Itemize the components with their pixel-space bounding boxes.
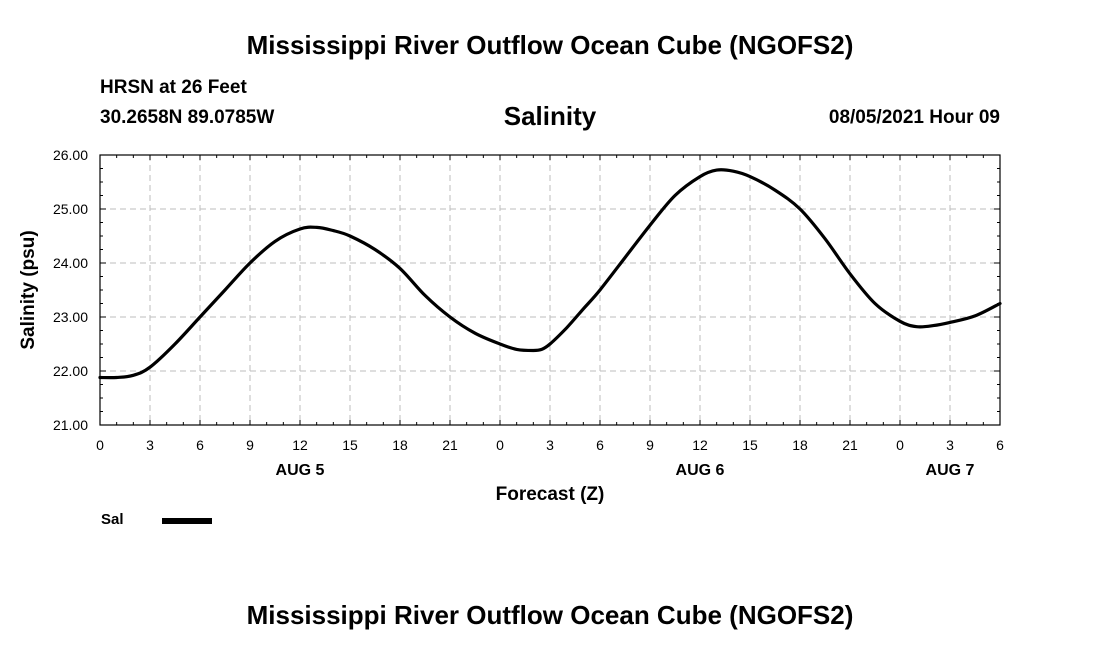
x-tick-label: 0: [496, 437, 504, 453]
y-tick-label: 21.00: [53, 417, 88, 433]
day-label: AUG 7: [926, 462, 975, 479]
x-axis-label: Forecast (Z): [496, 484, 605, 505]
y-axis-label: Salinity (psu): [18, 230, 39, 349]
station-coords: 30.2658N 89.0785W: [100, 107, 275, 128]
x-tick-label: 3: [146, 437, 154, 453]
chart-title: Mississippi River Outflow Ocean Cube (NG…: [246, 30, 854, 60]
x-tick-label: 0: [896, 437, 904, 453]
x-tick-label: 9: [646, 437, 654, 453]
x-tick-label: 12: [692, 437, 708, 453]
x-tick-label: 3: [546, 437, 554, 453]
day-label: AUG 5: [276, 462, 325, 479]
x-tick-label: 12: [292, 437, 308, 453]
plot-frame: [99, 154, 1001, 426]
x-tick-label: 15: [342, 437, 358, 453]
footer-title: Mississippi River Outflow Ocean Cube (NG…: [246, 600, 854, 630]
y-tick-label: 25.00: [53, 201, 88, 217]
y-tick-label: 24.00: [53, 255, 88, 271]
legend-label: Sal: [101, 511, 124, 528]
x-tick-label: 0: [96, 437, 104, 453]
x-tick-label: 21: [842, 437, 858, 453]
x-tick-label: 9: [246, 437, 254, 453]
y-tick-label: 23.00: [53, 309, 88, 325]
y-tick-label: 22.00: [53, 363, 88, 379]
x-tick-label: 21: [442, 437, 458, 453]
station-label: HRSN at 26 Feet: [100, 77, 247, 98]
legend-swatch: [162, 518, 212, 524]
x-tick-label: 18: [392, 437, 408, 453]
x-tick-label: 3: [946, 437, 954, 453]
chart-subtitle: Salinity: [503, 101, 597, 131]
x-tick-label: 15: [742, 437, 758, 453]
x-tick-label: 6: [596, 437, 604, 453]
day-label: AUG 6: [676, 462, 725, 479]
x-tick-label: 18: [792, 437, 808, 453]
x-tick-label: 6: [996, 437, 1004, 453]
x-tick-label: 6: [196, 437, 204, 453]
forecast-datetime: 08/05/2021 Hour 09: [828, 107, 1000, 128]
y-tick-label: 26.00: [53, 147, 88, 163]
series-line-sal: [98, 168, 1002, 380]
